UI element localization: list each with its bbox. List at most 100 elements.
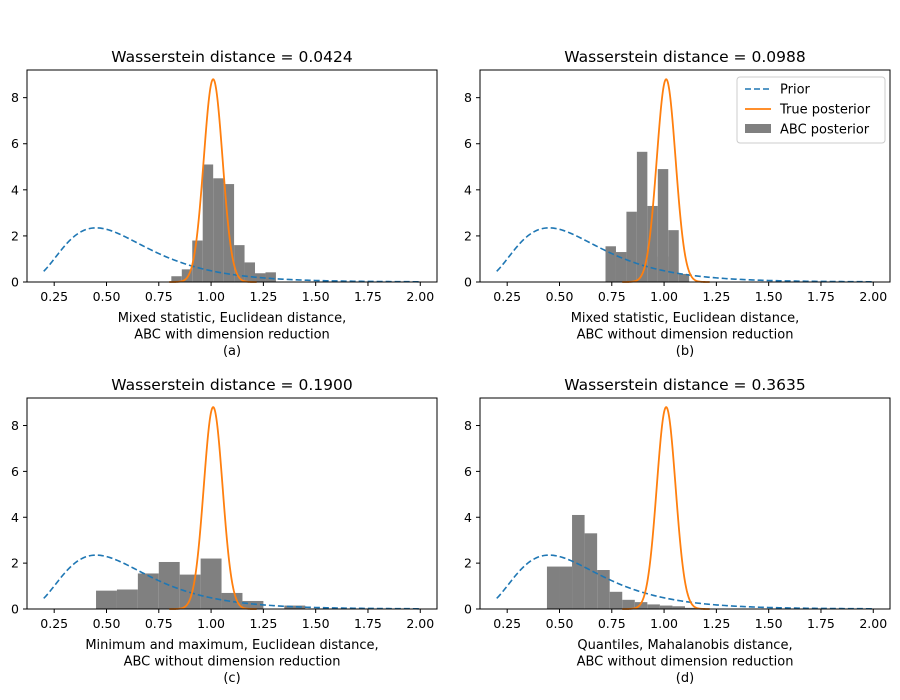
x-tick-label: 0.25 — [493, 289, 521, 304]
histogram-bar — [137, 573, 159, 609]
histogram-bar — [615, 252, 627, 282]
x-tick-label: 0.25 — [40, 289, 68, 304]
histogram-bar — [685, 607, 698, 609]
x-axis-label: Quantiles, Mahalanobis distance, — [577, 638, 792, 653]
histogram-bar — [116, 589, 138, 609]
histogram-bar — [559, 566, 573, 609]
subplot-c: 0.25 0.50 0.75 1.00 1.25 1.50 1.75 2.00 0 2 4 6 8 Was… — [11, 376, 438, 686]
x-tick-label: 0.50 — [93, 616, 121, 631]
subplot-title: Wasserstein distance = 0.3635 — [564, 376, 805, 394]
subplot-caption: (d) — [676, 671, 694, 686]
axes-frame — [479, 69, 891, 283]
histogram-bar — [234, 245, 245, 282]
y-tick-label: 4 — [11, 510, 19, 525]
x-tick-label: 0.50 — [546, 289, 574, 304]
subplot-d: 0.25 0.50 0.75 1.00 1.25 1.50 1.75 2.00 0 2 4 6 8 Was… — [464, 376, 891, 686]
histogram-bar — [626, 211, 637, 282]
y-tick-label: 8 — [464, 90, 472, 105]
x-tick-label: 1.50 — [302, 616, 330, 631]
legend-label-true-posterior: True posterior — [779, 103, 871, 118]
y-tick-label: 4 — [464, 182, 472, 197]
x-tick-label: 1.75 — [354, 289, 382, 304]
histogram-bar — [678, 273, 690, 282]
histogram-bar — [200, 558, 222, 609]
x-tick-label: 2.00 — [859, 616, 887, 631]
x-axis-label: Minimum and maximum, Euclidean distance, — [85, 638, 378, 653]
histogram-bar — [213, 178, 224, 282]
y-tick-label: 0 — [11, 602, 19, 617]
histogram-bar — [221, 592, 243, 609]
subplot-title: Wasserstein distance = 0.0424 — [111, 48, 352, 66]
histogram-bar — [546, 566, 560, 609]
legend-box — [736, 76, 886, 144]
x-axis-label: ABC without dimension reduction — [577, 328, 794, 343]
y-tick-label: 2 — [464, 556, 472, 571]
y-tick-label: 8 — [464, 418, 472, 433]
axes-frame — [479, 397, 891, 610]
x-tick-label: 0.25 — [493, 616, 521, 631]
x-tick-label: 1.50 — [755, 616, 783, 631]
histogram-bar — [647, 604, 660, 609]
true-posterior-line — [622, 78, 710, 283]
x-axis-label: ABC without dimension reduction — [577, 655, 794, 670]
x-axis-label: Mixed statistic, Euclidean distance, — [118, 311, 347, 326]
y-tick-label: 2 — [464, 228, 472, 243]
histogram-bar — [672, 606, 685, 609]
x-tick-label: 1.00 — [650, 289, 678, 304]
axes-frame — [26, 69, 438, 283]
x-tick-label: 2.00 — [406, 616, 434, 631]
x-axis-label: ABC without dimension reduction — [124, 655, 341, 670]
histogram-bar — [622, 599, 635, 609]
subplot-b: 0.25 0.50 0.75 1.00 1.25 1.50 1.75 2.00 0 2 4 6 8 Was… — [464, 48, 891, 359]
x-tick-label: 0.75 — [598, 289, 626, 304]
histogram-bar — [659, 605, 673, 609]
subplot-caption: (c) — [223, 671, 240, 686]
histogram-bar — [192, 240, 203, 282]
y-tick-label: 2 — [11, 228, 19, 243]
y-tick-label: 8 — [11, 90, 19, 105]
x-tick-label: 2.00 — [859, 289, 887, 304]
histogram-bar — [171, 276, 182, 282]
x-tick-label: 1.75 — [354, 616, 382, 631]
histogram-bar — [202, 164, 214, 282]
x-tick-label: 1.00 — [197, 616, 225, 631]
legend-abc-posterior-swatch — [745, 124, 771, 133]
subplot-a: 0.25 0.50 0.75 1.00 1.25 1.50 1.75 2.00 0 2 4 6 8 Was… — [11, 48, 438, 359]
y-tick-label: 0 — [464, 602, 472, 617]
y-tick-label: 4 — [11, 182, 19, 197]
x-axis-label: ABC with dimension reduction — [134, 328, 330, 343]
x-tick-label: 1.25 — [702, 616, 730, 631]
subplot-title: Wasserstein distance = 0.0988 — [564, 48, 805, 66]
y-tick-label: 0 — [11, 275, 19, 290]
histogram-bar — [572, 514, 585, 609]
histogram-bar — [609, 591, 623, 609]
true-posterior-line — [622, 406, 710, 610]
x-tick-label: 0.75 — [598, 616, 626, 631]
histogram-bar — [284, 605, 306, 609]
y-tick-label: 2 — [11, 556, 19, 571]
subplot-title: Wasserstein distance = 0.1900 — [111, 376, 352, 394]
x-tick-label: 1.00 — [650, 616, 678, 631]
legend: Prior True posterior ABC posterior — [736, 76, 886, 144]
legend-label-prior: Prior — [780, 83, 811, 98]
x-tick-label: 1.50 — [302, 289, 330, 304]
histogram-bar — [265, 272, 276, 282]
x-tick-label: 0.75 — [145, 616, 173, 631]
x-axis-label: Mixed statistic, Euclidean distance, — [571, 311, 800, 326]
y-tick-label: 6 — [464, 136, 472, 151]
x-tick-label: 1.50 — [755, 289, 783, 304]
histogram-bar — [657, 169, 669, 282]
subplot-caption: (b) — [676, 344, 694, 359]
x-tick-label: 2.00 — [406, 289, 434, 304]
axes-frame — [26, 397, 438, 610]
x-tick-label: 1.25 — [249, 289, 277, 304]
histogram-bar — [634, 602, 648, 609]
histogram-bar — [242, 600, 264, 609]
histogram-bar — [181, 269, 193, 282]
histogram-bar — [605, 246, 616, 282]
subplot-caption: (a) — [223, 344, 241, 359]
true-posterior-line — [169, 78, 257, 283]
legend-label-abc-posterior: ABC posterior — [780, 123, 870, 138]
y-tick-label: 4 — [464, 510, 472, 525]
histogram-bar — [647, 205, 658, 282]
